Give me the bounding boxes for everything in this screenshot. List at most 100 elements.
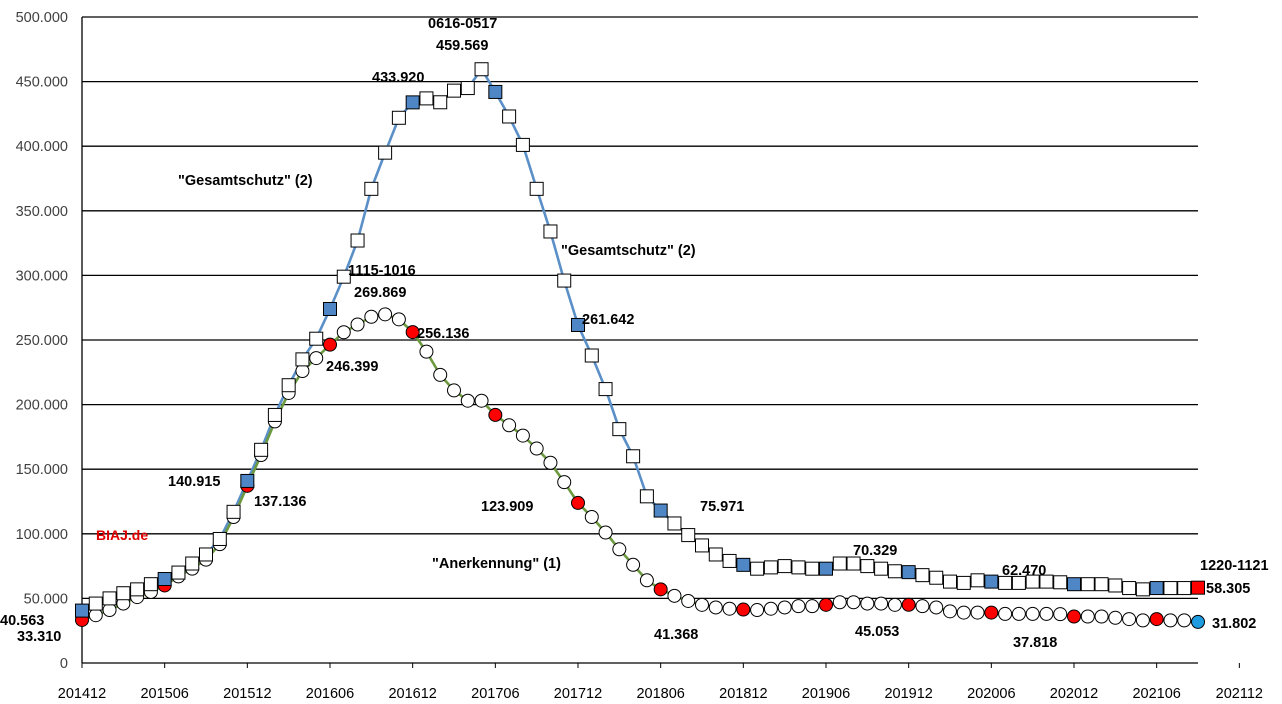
anerkennung-point [515, 428, 530, 443]
data-label: 41.368 [654, 627, 698, 643]
anerkennung-point [350, 317, 365, 332]
gesamtschutz-point [695, 538, 709, 553]
gesamtschutz-point [226, 504, 241, 519]
gesamtschutz-point [212, 531, 227, 546]
gesamtschutz-point [571, 317, 585, 332]
data-label: 75.971 [700, 499, 744, 515]
anerkennung-point [323, 337, 337, 352]
gesamtschutz-point [130, 582, 145, 597]
gesamtschutz-point [447, 83, 461, 98]
anerkennung-point [1053, 607, 1068, 622]
gridlines [82, 16, 1198, 600]
anerkennung-point [708, 600, 723, 615]
gesamtschutz-point [364, 181, 379, 196]
anerkennung-point [1067, 609, 1081, 624]
gesamtschutz-point [846, 556, 861, 571]
gesamtschutz-point [405, 95, 420, 110]
gesamtschutz-point [598, 382, 613, 397]
watermark-text: BIAJ.de [96, 527, 148, 543]
anerkennung-point [901, 597, 916, 612]
anerkennung-point [998, 606, 1013, 621]
data-label: 123.909 [481, 499, 533, 515]
gesamtschutz-point [1080, 577, 1095, 592]
y-axis: 0 50.000 100.000 150.000 200.000 250.000 300.0… [16, 10, 83, 672]
anerkennung-point [364, 309, 379, 324]
gesamtschutz-point [419, 91, 434, 106]
data-label: 70.329 [853, 543, 897, 559]
data-label: 246.399 [326, 359, 378, 375]
gesamtschutz-point [502, 109, 517, 124]
gesamtschutz-point [791, 560, 806, 575]
anerkennung-point [819, 597, 833, 612]
anerkennung-point [695, 597, 709, 612]
gesamtschutz-point [901, 565, 916, 580]
data-label: 269.869 [354, 285, 406, 301]
data-label: 1115-1016 [348, 263, 416, 279]
anerkennung-point [598, 525, 613, 540]
x-tick-label: 201512 [223, 686, 271, 702]
anerkennung-point [1135, 613, 1150, 628]
x-tick-label: 202012 [1050, 686, 1098, 702]
x-tick-label: 202106 [1132, 686, 1180, 702]
anerkennung-point [763, 601, 778, 616]
anerkennung-point [336, 325, 351, 340]
gesamtschutz-point [805, 561, 820, 576]
anerkennung-point [309, 351, 324, 366]
anerkennung-point [584, 510, 599, 525]
gesamtschutz-point [750, 561, 765, 576]
y-tick-label: 450.000 [16, 75, 68, 91]
anerkennung-point [956, 605, 971, 620]
gesamtschutz-point [1108, 578, 1123, 593]
y-tick-label: 150.000 [16, 462, 68, 478]
gesamtschutz-point [1053, 575, 1068, 590]
gesamtschutz-point [529, 181, 544, 196]
data-label: 62.470 [1002, 563, 1046, 579]
gesamtschutz-point [295, 352, 310, 367]
data-label: 459.569 [436, 38, 488, 54]
y-tick-label: 400.000 [16, 139, 68, 155]
anerkennung-point [860, 596, 875, 611]
anerkennung-point [1039, 606, 1054, 621]
gesamtschutz-point [309, 331, 324, 346]
x-tick-label: 201906 [802, 686, 850, 702]
gesamtschutz-point [488, 84, 503, 99]
data-label: 58.305 [1206, 581, 1250, 597]
anerkennung-point [653, 582, 668, 597]
anerkennung-point [1177, 613, 1192, 628]
anerkennung-point [1094, 609, 1109, 624]
gesamtschutz-point [1177, 581, 1192, 596]
gesamtschutz-point [254, 442, 269, 457]
x-tick-label: 201712 [554, 686, 602, 702]
x-tick-label: 201606 [306, 686, 354, 702]
data-label: 433.920 [372, 70, 424, 86]
gesamtschutz-point [708, 547, 723, 562]
x-tick-label: 201806 [636, 686, 684, 702]
gesamtschutz-point [832, 556, 847, 571]
y-tick-label: 300.000 [16, 268, 68, 284]
anerkennung-point [405, 325, 420, 340]
anerkennung-point [846, 595, 861, 610]
anerkennung-point [391, 312, 406, 327]
anerkennung-point [929, 600, 944, 615]
gesamtschutz-point [350, 233, 365, 248]
gesamtschutz-point [1025, 574, 1040, 589]
x-axis: 201412 201506 201512 201606 201612 201706 2017… [58, 662, 1263, 702]
gesamtschutz-point [323, 301, 337, 316]
gesamtschutz-point [1067, 577, 1081, 592]
gesamtschutz-point [378, 145, 393, 160]
gesamtschutz-point [667, 516, 682, 531]
anerkennung-point [970, 605, 985, 620]
gesamtschutz-point [722, 553, 737, 568]
gesamtschutz-point [970, 573, 985, 588]
anerkennung-point [943, 604, 957, 619]
y-tick-label: 200.000 [16, 398, 68, 414]
anerkennung-point [88, 608, 103, 623]
x-tick-label: 201612 [388, 686, 436, 702]
anerkennung-point [295, 364, 310, 379]
gesamtschutz-point [1094, 577, 1109, 592]
anerkennung-point [557, 475, 572, 490]
data-label: 37.818 [1013, 635, 1057, 651]
anerkennung-point [791, 599, 806, 614]
